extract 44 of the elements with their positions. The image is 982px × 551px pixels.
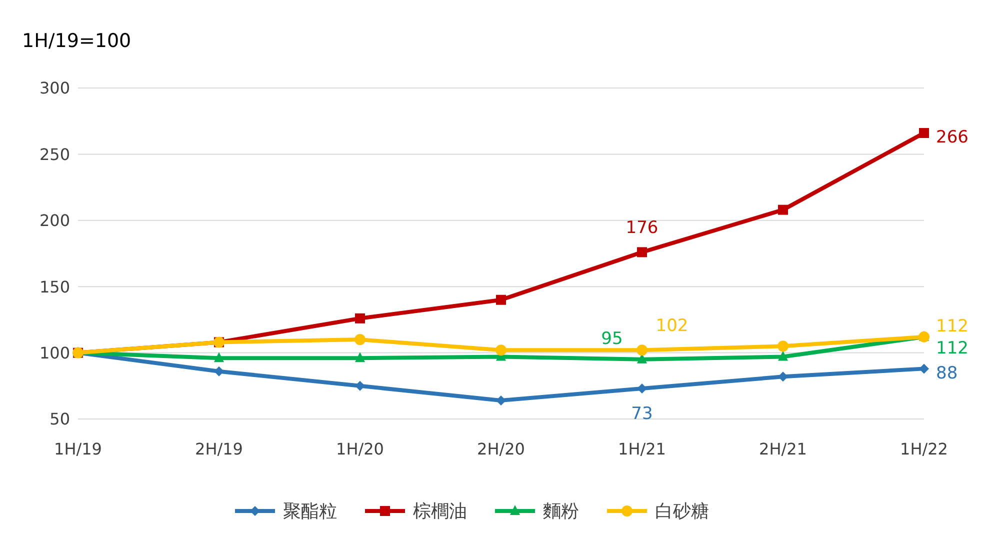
data-label: 73 [631, 404, 653, 424]
y-tick-label: 50 [50, 410, 70, 429]
y-tick-label: 250 [39, 144, 70, 164]
point [355, 380, 365, 391]
data-label: 88 [936, 363, 958, 384]
point [778, 350, 788, 361]
point [919, 128, 929, 138]
point [778, 204, 788, 215]
legend-label: 棕櫚油 [413, 500, 467, 523]
data-label: 266 [936, 128, 968, 148]
legend-label: 白砂糖 [655, 500, 709, 523]
point [778, 372, 788, 382]
point [496, 294, 506, 305]
point [355, 313, 365, 324]
data-label: 176 [626, 218, 658, 238]
x-tick-label: 2H/19 [195, 439, 243, 458]
legend-label: 聚酯粒 [283, 500, 337, 523]
y-tick-label: 100 [39, 343, 70, 362]
x-tick-label: 2H/21 [759, 439, 807, 458]
point [496, 395, 506, 406]
point [214, 366, 224, 376]
point [919, 364, 929, 374]
point [214, 352, 224, 362]
point [637, 247, 647, 258]
point [636, 344, 648, 356]
y-tick-label: 200 [39, 211, 70, 230]
y-tick-label: 300 [39, 78, 70, 98]
x-tick-label: 2H/20 [477, 439, 525, 458]
point [637, 384, 647, 394]
data-label: 95 [601, 329, 623, 350]
point [778, 340, 788, 352]
data-label: 102 [656, 316, 688, 336]
y-tick-label: 150 [39, 277, 70, 296]
y-axis-title: 1H/19=100 [22, 30, 132, 52]
point [355, 352, 365, 362]
point [354, 334, 366, 346]
x-tick-label: 1H/19 [54, 439, 102, 458]
point [496, 344, 506, 356]
x-tick-label: 1H/20 [336, 439, 384, 458]
x-tick-label: 1H/21 [618, 439, 666, 458]
legend-label: 麵粉 [543, 500, 579, 523]
data-label: 112 [936, 316, 968, 337]
x-tick-label: 1H/22 [900, 439, 948, 458]
data-label: 112 [936, 338, 968, 359]
